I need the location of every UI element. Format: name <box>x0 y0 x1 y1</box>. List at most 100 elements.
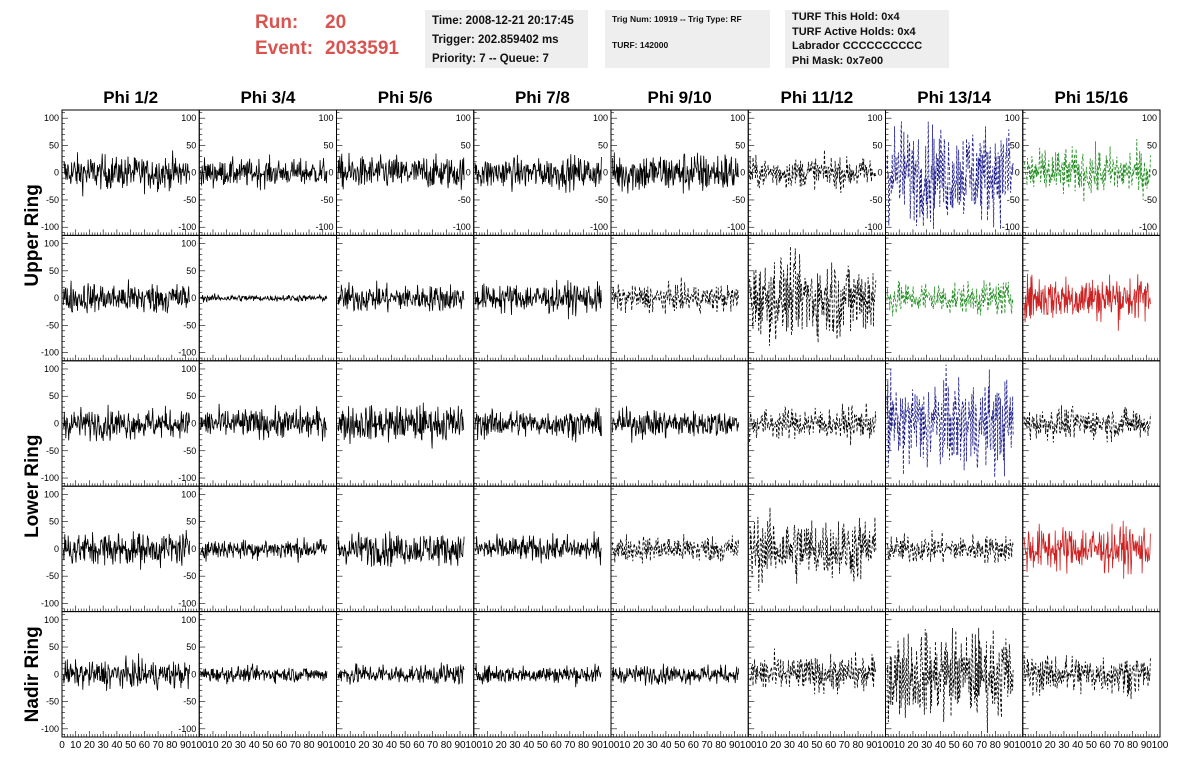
waveform-series <box>1023 405 1151 443</box>
column-header: Phi 15/16 <box>1055 88 1129 107</box>
x-tick-label: 0 <box>59 740 65 751</box>
priority-text: Priority: 7 -- Queue: 7 <box>432 53 549 65</box>
row-label: Lower Ring <box>22 434 43 537</box>
y-tick-label: 0 <box>54 419 59 429</box>
y-tick-label-right: 100 <box>181 489 196 499</box>
column-header: Phi 1/2 <box>103 88 158 107</box>
x-tick-label: 100 <box>877 740 894 751</box>
x-tick-label: 50 <box>811 740 823 751</box>
y-tick-label: 0 <box>54 168 59 178</box>
x-tick-label: 70 <box>564 740 576 751</box>
waveform-series <box>200 154 328 191</box>
waveform-series <box>63 279 190 314</box>
y-tick-label-right: 50 <box>872 140 882 150</box>
waveform-series <box>474 154 602 193</box>
y-tick-label: -100 <box>41 724 59 734</box>
event-row: Event: 2033591 <box>255 36 399 62</box>
x-tick-label: 40 <box>111 740 123 751</box>
y-tick-label: 100 <box>44 615 59 625</box>
y-tick-label-right: -50 <box>183 697 196 707</box>
waveform-series <box>749 648 877 695</box>
y-tick-label-right: 100 <box>456 113 471 123</box>
x-tick-label: 40 <box>798 740 810 751</box>
x-tick-label: 30 <box>98 740 110 751</box>
y-tick-label-right: 0 <box>1152 168 1157 178</box>
column-header: Phi 7/8 <box>515 88 570 107</box>
waveform-series <box>337 662 465 685</box>
waveform-series <box>1023 273 1151 331</box>
y-tick-label-right: 50 <box>1010 140 1020 150</box>
y-tick-label: 0 <box>54 544 59 554</box>
y-tick-label-right: -50 <box>183 195 196 205</box>
x-tick-label: 10 <box>1031 740 1043 751</box>
y-tick-label-right: -100 <box>727 222 745 232</box>
waveform-series <box>200 663 328 685</box>
x-tick-label: 30 <box>784 740 796 751</box>
x-tick-label: 40 <box>386 740 398 751</box>
y-tick-label-right: -50 <box>869 195 882 205</box>
column-header: Phi 13/14 <box>917 88 991 107</box>
labrador-text: Labrador CCCCCCCCCC <box>792 40 923 52</box>
x-tick-label: 40 <box>249 740 261 751</box>
x-tick-label: 30 <box>1058 740 1070 751</box>
x-tick-label: 20 <box>221 740 233 751</box>
y-tick-label-right: 0 <box>603 168 608 178</box>
waveform-series <box>1023 138 1151 202</box>
y-tick-label-right: -50 <box>458 195 471 205</box>
x-tick-label: 50 <box>949 740 961 751</box>
y-tick-label-right: 50 <box>186 517 196 527</box>
event-label: Event: <box>255 38 314 59</box>
y-tick-label-right: -50 <box>183 571 196 581</box>
turf-this-hold-text: TURF This Hold: 0x4 <box>792 11 900 23</box>
phi-mask-text: Phi Mask: 0x7e00 <box>792 54 884 67</box>
waveform-series <box>200 293 328 303</box>
y-tick-label-right: -50 <box>183 320 196 330</box>
run-event-block: Run: 20 Event: 2033591 <box>255 10 399 62</box>
y-tick-label-right: 50 <box>186 140 196 150</box>
waveform-series <box>337 402 465 449</box>
row-label: Nadir Ring <box>22 626 43 722</box>
waveform-series <box>886 364 1014 478</box>
y-tick-label-right: 100 <box>181 239 196 249</box>
x-tick-label: 70 <box>153 740 165 751</box>
y-tick-label-right: 0 <box>328 168 333 178</box>
y-tick-label: 0 <box>54 293 59 303</box>
x-tick-label: 30 <box>921 740 933 751</box>
y-tick-label: 100 <box>44 364 59 374</box>
waveform-series <box>474 663 602 688</box>
x-tick-label: 40 <box>660 740 672 751</box>
column-header: Phi 3/4 <box>240 88 295 107</box>
y-tick-label-right: 0 <box>191 419 196 429</box>
x-tick-label: 100 <box>1152 740 1169 751</box>
time-text: Time: 2008-12-21 20:17:45 <box>432 15 574 27</box>
y-tick-label: -50 <box>46 195 59 205</box>
waveform-series <box>886 627 1014 733</box>
y-tick-label-right: 100 <box>318 113 333 123</box>
y-tick-label-right: -50 <box>732 195 745 205</box>
waveform-series <box>63 404 190 442</box>
row-label: Upper Ring <box>22 184 43 286</box>
x-tick-label: 20 <box>1045 740 1057 751</box>
turf-text: TURF: 142000 <box>612 40 669 50</box>
y-tick-label: -100 <box>41 598 59 608</box>
y-tick-label-right: 0 <box>191 544 196 554</box>
x-tick-label: 100 <box>603 740 620 751</box>
y-tick-label-right: -50 <box>1007 195 1020 205</box>
x-tick-label: 50 <box>537 740 549 751</box>
x-tick-label: 10 <box>482 740 494 751</box>
x-tick-label: 30 <box>509 740 521 751</box>
y-tick-label-right: 100 <box>867 113 882 123</box>
x-tick-label: 30 <box>372 740 384 751</box>
y-tick-label: -50 <box>46 697 59 707</box>
y-tick-label-right: 50 <box>186 391 196 401</box>
y-tick-label-right: -100 <box>453 222 471 232</box>
x-tick-label: 90 <box>1003 740 1015 751</box>
y-tick-label-right: 0 <box>877 168 882 178</box>
x-tick-label: 20 <box>633 740 645 751</box>
y-tick-label-right: 100 <box>1142 113 1157 123</box>
y-tick-label: -100 <box>41 473 59 483</box>
waveform-series <box>63 653 190 691</box>
waveform-series <box>612 152 739 194</box>
waveform-series <box>474 407 602 443</box>
